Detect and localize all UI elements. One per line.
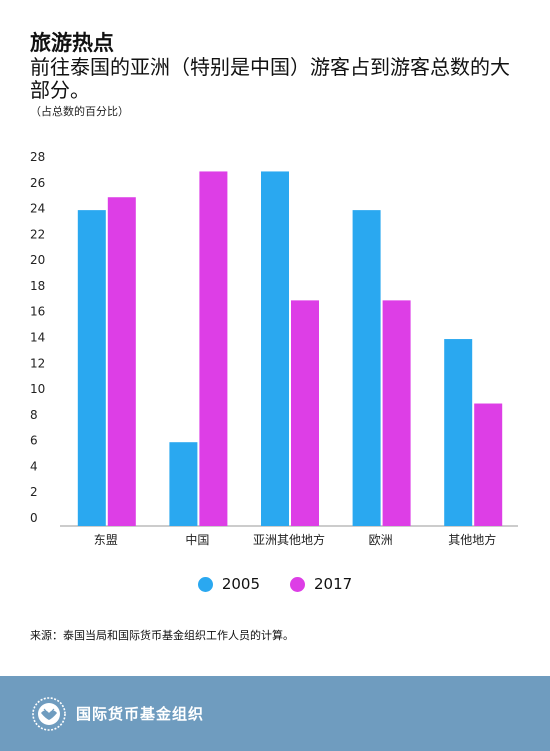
bar-2017 [199,171,228,527]
y-tick-label: 22 [30,227,45,241]
bar-2005 [261,171,289,527]
source-note: 来源：泰国当局和国际货币基金组织工作人员的计算。 [30,629,294,642]
x-tick-label: 东盟 [94,533,118,547]
y-tick-label: 28 [30,150,45,164]
bar-2005 [444,339,473,526]
bar-2005 [77,210,106,526]
y-tick-label: 8 [30,408,38,422]
bar-2017 [382,300,411,526]
legend-swatch [290,576,305,592]
chart-subtitle: 前往泰国的亚洲（特别是中国）游客占到游客总数的大部分。 [30,55,510,102]
legend-label: 2017 [314,575,353,593]
chart-legend: 2005 2017 [0,573,550,595]
bar-2005 [352,210,381,526]
legend-swatch [197,576,213,592]
y-tick-label: 10 [30,382,45,396]
y-tick-label: 14 [30,331,45,345]
x-tick-label: 亚洲其他地方 [253,532,325,547]
footer-bar: 国际货币基金组织 [0,676,550,751]
bar-2017 [107,197,136,526]
x-tick-label: 其他地方 [448,532,496,547]
y-tick-label: 16 [30,305,45,319]
y-tick-label: 20 [30,253,45,267]
imf-seal-icon [32,696,66,731]
chart-title: 旅游热点 [30,31,114,55]
y-tick-label: 18 [30,279,45,293]
bar-2017 [474,403,503,526]
y-tick-label: 2 [30,485,38,499]
y-tick-label: 4 [30,459,38,473]
legend-item: 2005 [197,573,260,595]
x-tick-label: 中国 [185,532,209,547]
legend-item: 2017 [290,573,352,595]
legend-label: 2005 [221,575,260,593]
bar-2017 [291,300,319,526]
y-tick-label: 12 [30,356,45,370]
x-tick-label: 欧洲 [369,533,393,547]
y-tick-label: 0 [30,511,38,525]
org-name: 国际货币基金组织 [76,705,205,723]
chart-header: 旅游热点 前往泰国的亚洲（特别是中国）游客占到游客总数的大部分。 （占总数的百分… [30,30,530,120]
y-tick-label: 26 [30,176,45,190]
y-tick-label: 6 [30,434,38,448]
y-tick-label: 24 [30,202,45,216]
bar-2005 [169,442,198,526]
chart-unit-label: （占总数的百分比） [30,105,129,118]
